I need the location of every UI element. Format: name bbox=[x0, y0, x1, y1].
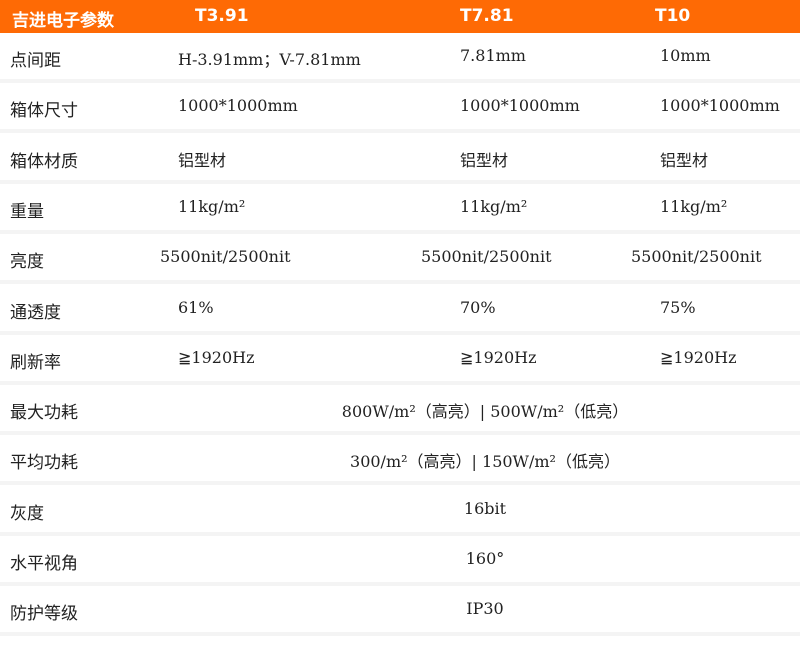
cell-value: 铝型材 bbox=[178, 150, 227, 170]
table-row: 刷新率 ≧1920Hz ≧1920Hz ≧1920Hz bbox=[0, 335, 800, 385]
row-label: 最大功耗 bbox=[10, 403, 78, 424]
table-row: 通透度 61% 70% 75% bbox=[0, 285, 800, 335]
cell-value-merged: IP30 bbox=[466, 599, 504, 619]
row-label: 重量 bbox=[10, 201, 44, 222]
table-row: 亮度 5500nit/2500nit 5500nit/2500nit 5500nit/… bbox=[0, 234, 800, 285]
cell-value-merged: 300/m²（高亮）| 150W/m²（低亮） bbox=[350, 452, 620, 472]
table-row: 重量 11kg/m² 11kg/m² 11kg/m² bbox=[0, 184, 800, 234]
cell-value: 1000*1000mm bbox=[178, 96, 298, 116]
cell-value: 5500nit/2500nit bbox=[631, 247, 762, 267]
cell-value: 5500nit/2500nit bbox=[160, 247, 291, 267]
cell-value: H-3.91mm；V-7.81mm bbox=[178, 50, 361, 69]
table-row: 防护等级 IP30 bbox=[0, 586, 800, 637]
table-header: 吉进电子参数 T3.91 T7.81 T10 bbox=[0, 0, 800, 33]
cell-value: 61% bbox=[178, 297, 214, 317]
row-label: 通透度 bbox=[10, 302, 61, 323]
row-label: 亮度 bbox=[10, 252, 44, 273]
row-label: 水平视角 bbox=[10, 554, 78, 574]
cell-value: 铝型材 bbox=[460, 150, 509, 170]
brand-title: 吉进电子参数 bbox=[12, 11, 114, 31]
row-label: 平均功耗 bbox=[10, 453, 78, 474]
cell-value: 1000*1000mm bbox=[660, 96, 780, 116]
table-row: 灰度 16bit bbox=[0, 486, 800, 536]
row-label: 防护等级 bbox=[10, 604, 78, 625]
cell-value: 铝型材 bbox=[660, 150, 709, 170]
row-label: 刷新率 bbox=[10, 352, 61, 373]
cell-value: 11kg/m² bbox=[178, 196, 246, 216]
table-row: 箱体尺寸 1000*1000mm 1000*1000mm 1000*1000mm bbox=[0, 83, 800, 134]
cell-value: ≧1920Hz bbox=[178, 347, 255, 367]
table-row: 平均功耗 300/m²（高亮）| 150W/m²（低亮） bbox=[0, 435, 800, 486]
cell-value: 10mm bbox=[660, 46, 711, 65]
cell-value-merged: 16bit bbox=[463, 498, 507, 518]
cell-value: 11kg/m² bbox=[460, 196, 528, 216]
cell-value: 11kg/m² bbox=[660, 196, 728, 216]
model-header-t781: T7.81 bbox=[460, 6, 514, 26]
row-label: 箱体材质 bbox=[10, 151, 78, 172]
table-row: 水平视角 160° bbox=[0, 536, 800, 586]
cell-value: ≧1920Hz bbox=[460, 347, 537, 367]
cell-value: 1000*1000mm bbox=[460, 96, 580, 116]
cell-value: 75% bbox=[660, 297, 696, 317]
cell-value: 70% bbox=[460, 297, 496, 317]
table-row: 最大功耗 800W/m²（高亮）| 500W/m²（低亮） bbox=[0, 385, 800, 436]
table-row: 点间距 H-3.91mm；V-7.81mm 7.81mm 10mm bbox=[0, 33, 800, 83]
row-label: 灰度 bbox=[10, 503, 44, 524]
model-header-t10: T10 bbox=[655, 6, 691, 26]
cell-value-merged: 800W/m²（高亮）| 500W/m²（低亮） bbox=[341, 402, 629, 422]
model-header-t391: T3.91 bbox=[195, 6, 249, 26]
cell-value: 7.81mm bbox=[460, 46, 526, 65]
cell-value-merged: 160° bbox=[465, 549, 505, 568]
cell-value: ≧1920Hz bbox=[660, 347, 737, 367]
cell-value: 5500nit/2500nit bbox=[421, 247, 552, 267]
row-label: 箱体尺寸 bbox=[10, 101, 78, 122]
table-row: 箱体材质 铝型材 铝型材 铝型材 bbox=[0, 134, 800, 184]
row-label: 点间距 bbox=[10, 51, 61, 71]
